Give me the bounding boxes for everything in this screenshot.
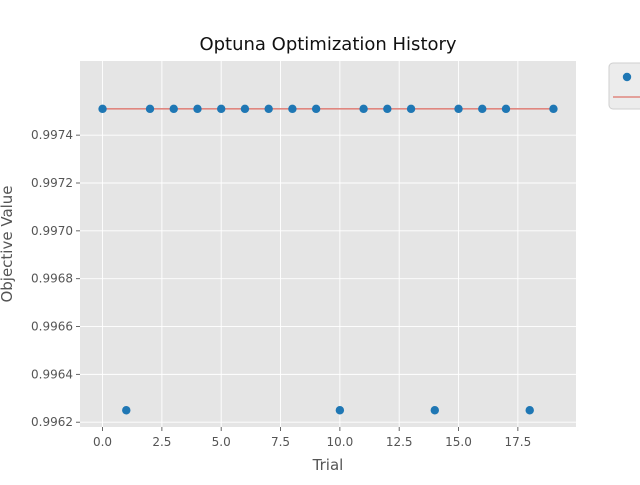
x-tick-label: 0.0: [93, 435, 112, 449]
y-tick-label: 0.9964: [31, 367, 73, 381]
trial-point: [217, 104, 226, 114]
y-tick-label: 0.9966: [31, 320, 73, 334]
chart-title: Optuna Optimization History: [199, 34, 456, 55]
legend-marker-trials: [622, 72, 632, 82]
trial-point: [98, 104, 107, 114]
series-layer: [98, 104, 558, 415]
trial-point: [169, 104, 178, 114]
y-tick-label: 0.9970: [31, 224, 73, 238]
trial-point: [383, 104, 392, 114]
trial-point: [264, 104, 273, 114]
y-tick-label: 0.9962: [31, 415, 73, 429]
trial-point: [335, 406, 345, 415]
trial-point: [240, 104, 250, 114]
legend: [608, 62, 640, 110]
x-tick-label: 2.5: [152, 435, 171, 449]
x-tick-label: 5.0: [212, 435, 231, 449]
trial-point: [454, 104, 463, 114]
x-tick-label: 7.5: [271, 435, 290, 449]
trial-point: [478, 104, 487, 114]
x-tick-label: 15.0: [445, 435, 472, 449]
y-tick-label: 0.9968: [31, 272, 73, 286]
y-axis-label: Objective Value: [0, 185, 16, 302]
trial-point: [430, 406, 439, 415]
y-tick-label: 0.9974: [31, 128, 73, 142]
plot-area: [80, 61, 576, 427]
trial-point: [549, 104, 558, 114]
trial-point: [406, 104, 416, 114]
trial-point: [359, 104, 368, 114]
x-tick-label: 17.5: [504, 435, 531, 449]
axes: 0.0 2.5 5.0 7.5 10.0 12.5 15.0 17.5 0.9962 0.9964…: [31, 128, 531, 449]
y-tick-label: 0.9972: [31, 176, 73, 190]
trial-point: [525, 406, 534, 415]
trial-point: [501, 104, 511, 114]
trial-point: [288, 104, 297, 114]
trial-point: [193, 104, 202, 114]
x-tick-label: 12.5: [386, 435, 413, 449]
x-axis-label: Trial: [312, 456, 344, 474]
trial-point: [311, 104, 321, 114]
trial-point: [145, 104, 155, 114]
grid-lines: [80, 61, 576, 427]
trial-point: [122, 406, 131, 415]
x-tick-label: 10.0: [327, 435, 354, 449]
legend-box: [608, 62, 640, 110]
